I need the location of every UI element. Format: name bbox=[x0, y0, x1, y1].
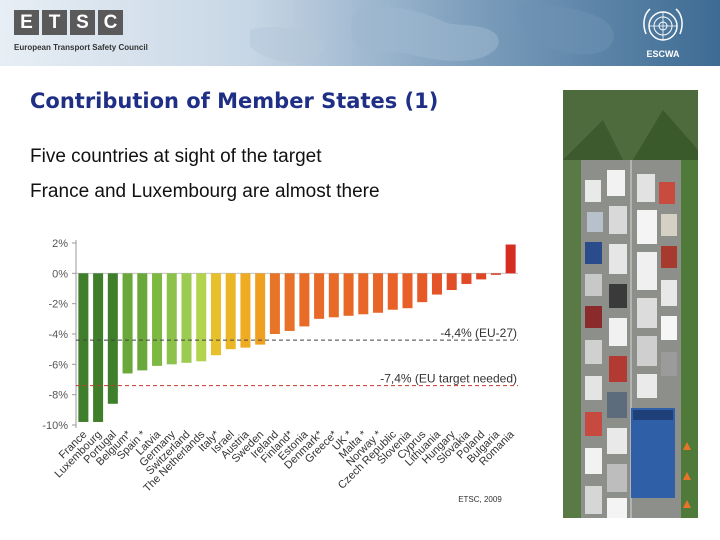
bar bbox=[78, 273, 89, 422]
bar bbox=[373, 273, 384, 313]
bar bbox=[402, 273, 413, 309]
subtitle-line-2: France and Luxembourg are almost there bbox=[30, 181, 380, 202]
y-tick-label: -8% bbox=[48, 390, 68, 402]
y-tick-label: 2% bbox=[52, 238, 68, 250]
bar bbox=[387, 273, 398, 310]
bar bbox=[328, 273, 339, 318]
subtitle-line-1: Five countries at sight of the target bbox=[30, 146, 322, 167]
y-tick-label: -2% bbox=[48, 299, 68, 311]
header-banner: E T S C European Transport Safety Counci… bbox=[0, 0, 720, 66]
bar bbox=[152, 273, 163, 366]
source-note: ETSC, 2009 bbox=[458, 495, 502, 504]
bar bbox=[284, 273, 295, 331]
logo-letter-c: C bbox=[98, 10, 123, 35]
reference-line-label: -7,4% (EU target needed) bbox=[380, 372, 517, 386]
bar bbox=[505, 244, 516, 274]
bar bbox=[196, 273, 207, 362]
bar bbox=[210, 273, 221, 356]
bar bbox=[417, 273, 428, 303]
reference-line-label: -4,4% (EU-27) bbox=[440, 326, 517, 340]
bar bbox=[476, 273, 487, 280]
logo-letter-s: S bbox=[70, 10, 95, 35]
bar bbox=[107, 273, 118, 404]
bar bbox=[490, 273, 501, 275]
bar bbox=[343, 273, 354, 316]
bar bbox=[137, 273, 148, 371]
bar bbox=[255, 273, 266, 345]
bar bbox=[461, 273, 472, 284]
etsc-logo: E T S C bbox=[14, 10, 123, 35]
y-tick-label: 0% bbox=[52, 268, 68, 280]
bar bbox=[299, 273, 310, 327]
bar bbox=[166, 273, 177, 365]
logo-letter-e: E bbox=[14, 10, 39, 35]
slide-title: Contribution of Member States (1) bbox=[30, 89, 439, 113]
bar bbox=[122, 273, 133, 374]
bar-chart: 2% 0% -2% -4% -6% -8% -10% -4,4% (EU-27) -7,4% (… bbox=[42, 238, 518, 504]
bar bbox=[314, 273, 325, 319]
logo-letter-t: T bbox=[42, 10, 67, 35]
bar bbox=[269, 273, 280, 334]
logo-subtitle: European Transport Safety Council bbox=[14, 43, 148, 52]
y-tick-label: -6% bbox=[48, 359, 68, 371]
un-emblem-icon bbox=[643, 8, 683, 41]
world-map-background bbox=[250, 4, 615, 63]
escwa-label: ESCWA bbox=[646, 49, 680, 59]
bar bbox=[446, 273, 457, 291]
bar bbox=[225, 273, 236, 350]
y-tick-label: -4% bbox=[48, 329, 68, 341]
y-tick-label: -10% bbox=[42, 420, 68, 432]
bar bbox=[358, 273, 369, 315]
bar bbox=[181, 273, 192, 363]
bar bbox=[431, 273, 442, 295]
bar bbox=[240, 273, 251, 348]
bar bbox=[93, 273, 104, 422]
traffic-jam-photo bbox=[563, 90, 698, 518]
